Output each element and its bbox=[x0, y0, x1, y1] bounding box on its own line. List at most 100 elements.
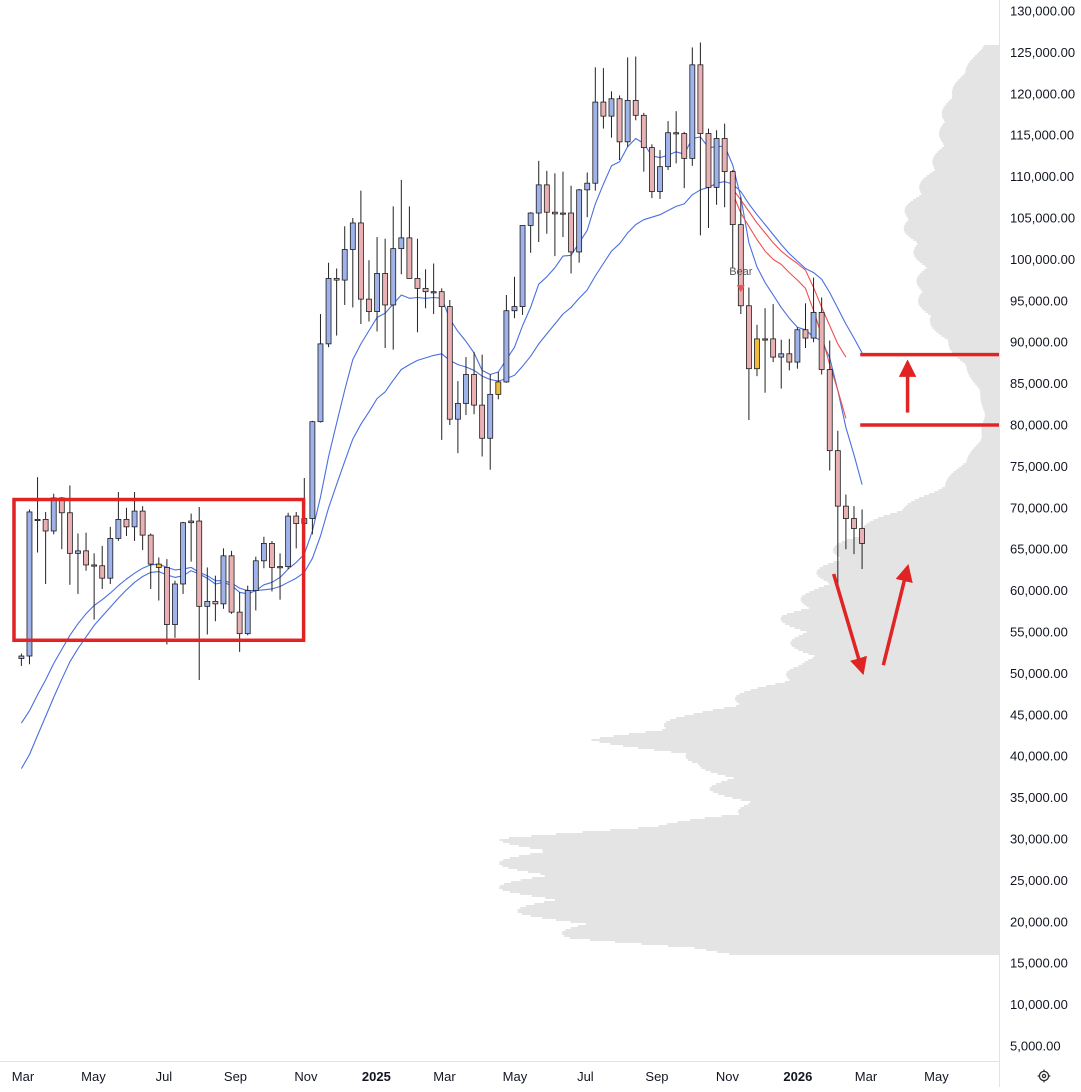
candle-body[interactable] bbox=[463, 374, 469, 404]
candle[interactable] bbox=[325, 262, 332, 348]
candle[interactable] bbox=[624, 57, 631, 147]
candle-body[interactable] bbox=[18, 655, 25, 659]
candle[interactable] bbox=[123, 507, 130, 536]
candle-body[interactable] bbox=[374, 273, 380, 312]
candle[interactable] bbox=[58, 497, 65, 550]
candle[interactable] bbox=[309, 420, 316, 535]
candle[interactable] bbox=[568, 185, 574, 274]
candle[interactable] bbox=[786, 338, 793, 371]
candle[interactable] bbox=[834, 430, 841, 591]
candle[interactable] bbox=[463, 357, 469, 416]
candle[interactable] bbox=[163, 559, 170, 645]
candle-body[interactable] bbox=[366, 298, 372, 312]
candle-body[interactable] bbox=[527, 212, 534, 226]
candle[interactable] bbox=[519, 225, 526, 315]
candle[interactable] bbox=[107, 526, 114, 584]
candle-body[interactable] bbox=[357, 222, 364, 300]
candle[interactable] bbox=[99, 545, 106, 589]
candle-body[interactable] bbox=[236, 611, 243, 635]
candle-body[interactable] bbox=[834, 450, 841, 507]
candle[interactable] bbox=[535, 160, 542, 243]
candle-body[interactable] bbox=[269, 543, 275, 568]
candle-body[interactable] bbox=[430, 291, 437, 294]
candle[interactable] bbox=[228, 550, 235, 614]
candle-body[interactable] bbox=[204, 600, 211, 607]
candle[interactable] bbox=[608, 91, 615, 138]
candle[interactable] bbox=[188, 513, 195, 562]
candle-body[interactable] bbox=[778, 353, 785, 358]
candle-body[interactable] bbox=[50, 497, 57, 532]
candle-body[interactable] bbox=[648, 147, 655, 192]
candle-body[interactable] bbox=[584, 182, 591, 191]
candle[interactable] bbox=[657, 150, 663, 199]
candle[interactable] bbox=[584, 172, 591, 218]
candle[interactable] bbox=[172, 580, 178, 638]
candle[interactable] bbox=[26, 509, 33, 665]
candle[interactable] bbox=[349, 218, 356, 308]
candle[interactable] bbox=[260, 536, 267, 569]
candle[interactable] bbox=[810, 277, 817, 343]
candle-body[interactable] bbox=[285, 515, 292, 567]
candle-body[interactable] bbox=[479, 404, 486, 439]
chart-settings-button[interactable] bbox=[1034, 1066, 1054, 1086]
candle[interactable] bbox=[285, 512, 292, 570]
candle-body[interactable] bbox=[34, 518, 41, 521]
candle-body[interactable] bbox=[592, 101, 599, 184]
candle[interactable] bbox=[754, 324, 760, 377]
candle-body[interactable] bbox=[42, 518, 49, 532]
candle-body[interactable] bbox=[519, 225, 526, 307]
candle[interactable] bbox=[746, 287, 752, 421]
candle-body[interactable] bbox=[163, 567, 170, 625]
candle-body[interactable] bbox=[713, 138, 720, 188]
candle-body[interactable] bbox=[810, 311, 817, 339]
candle-body[interactable] bbox=[172, 583, 178, 625]
candle-body[interactable] bbox=[786, 353, 793, 363]
candle-body[interactable] bbox=[252, 560, 259, 591]
candle[interactable] bbox=[632, 56, 639, 121]
candle-body[interactable] bbox=[260, 543, 267, 562]
candle-body[interactable] bbox=[851, 518, 857, 529]
candle-body[interactable] bbox=[673, 132, 680, 135]
candle-body[interactable] bbox=[325, 278, 332, 345]
candle[interactable] bbox=[374, 237, 380, 332]
candle[interactable] bbox=[487, 374, 494, 470]
candle[interactable] bbox=[454, 381, 461, 454]
candle[interactable] bbox=[430, 263, 437, 315]
candle[interactable] bbox=[721, 123, 728, 208]
candle-body[interactable] bbox=[75, 550, 81, 554]
candle[interactable] bbox=[648, 144, 655, 199]
candle-body[interactable] bbox=[657, 166, 663, 192]
candle-body[interactable] bbox=[640, 114, 647, 149]
candle-body[interactable] bbox=[681, 133, 688, 159]
candle-body[interactable] bbox=[26, 511, 33, 657]
candle-body[interactable] bbox=[754, 338, 760, 370]
candle-body[interactable] bbox=[277, 566, 283, 569]
candle-body[interactable] bbox=[228, 555, 235, 613]
candle-body[interactable] bbox=[794, 329, 801, 363]
candle-body[interactable] bbox=[398, 237, 405, 250]
candle[interactable] bbox=[560, 171, 566, 238]
candle[interactable] bbox=[357, 190, 364, 324]
candle[interactable] bbox=[802, 303, 809, 348]
candle[interactable] bbox=[366, 260, 372, 322]
candle-body[interactable] bbox=[616, 98, 623, 143]
candle[interactable] bbox=[398, 179, 405, 275]
candle-body[interactable] bbox=[155, 563, 162, 568]
candle-body[interactable] bbox=[107, 538, 114, 579]
candle[interactable] bbox=[390, 206, 397, 350]
candle[interactable] bbox=[91, 553, 98, 620]
candle-body[interactable] bbox=[244, 590, 251, 635]
candle-body[interactable] bbox=[438, 291, 445, 307]
candle-body[interactable] bbox=[543, 184, 550, 213]
candle-body[interactable] bbox=[551, 211, 558, 215]
candle-body[interactable] bbox=[770, 338, 777, 358]
candle-body[interactable] bbox=[341, 249, 348, 281]
candle[interactable] bbox=[75, 533, 81, 594]
candle[interactable] bbox=[673, 111, 680, 164]
candle-body[interactable] bbox=[665, 132, 671, 168]
candle-body[interactable] bbox=[91, 564, 98, 567]
candle[interactable] bbox=[155, 557, 162, 601]
candle[interactable] bbox=[640, 112, 647, 172]
